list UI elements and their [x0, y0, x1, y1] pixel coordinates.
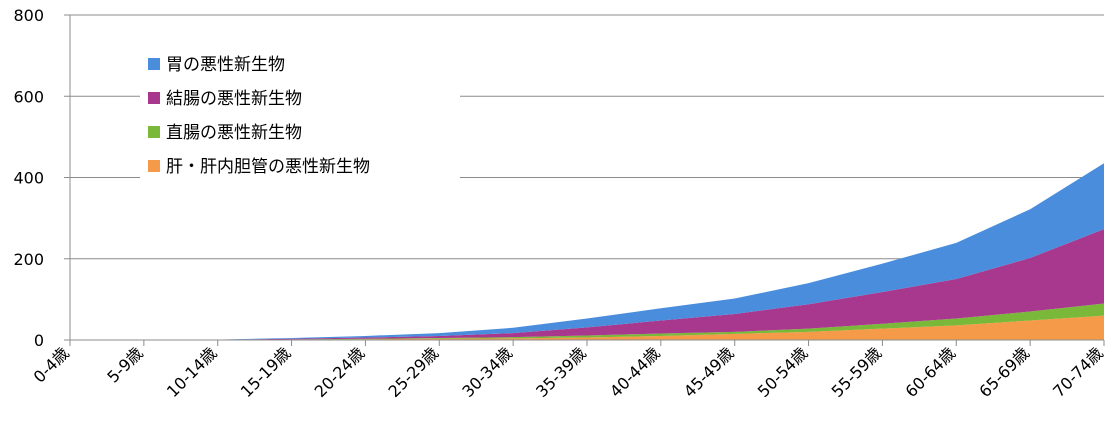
- x-tick-label: 20-24歳: [311, 343, 369, 401]
- x-tick-label: 5-9歳: [103, 343, 146, 386]
- area-series-3: [70, 163, 1104, 340]
- x-tick-label: 65-69歳: [975, 343, 1033, 401]
- legend-swatch: [148, 126, 160, 138]
- axes: [64, 14, 1105, 346]
- y-tick-label: 400: [13, 169, 44, 188]
- legend-label: 胃の悪性新生物: [166, 55, 285, 75]
- legend-label: 結腸の悪性新生物: [166, 89, 302, 109]
- x-tick-label: 45-49歳: [680, 343, 738, 401]
- x-tick-label: 50-54歳: [754, 343, 812, 401]
- y-tick-label: 800: [13, 6, 44, 25]
- area-series-2: [70, 229, 1104, 340]
- legend-label: 肝・肝内胆管の悪性新生物: [166, 157, 370, 177]
- legend-background: [140, 46, 460, 188]
- x-tick-label: 60-64歳: [901, 343, 959, 401]
- x-tick-label: 30-34歳: [458, 343, 516, 401]
- x-tick-label: 10-14歳: [163, 343, 221, 401]
- x-tick-label: 55-59歳: [828, 343, 886, 401]
- legend-swatch: [148, 160, 160, 172]
- x-tick-label: 25-29歳: [384, 343, 442, 401]
- y-tick-label: 0: [34, 331, 44, 350]
- area-series-0: [70, 315, 1104, 340]
- y-tick-label: 600: [13, 87, 44, 106]
- x-tick-label: 35-39歳: [532, 343, 590, 401]
- x-tick-label: 15-19歳: [237, 343, 295, 401]
- legend-swatch: [148, 92, 160, 104]
- y-axis-tick-labels: 0 200 400 600 800: [13, 6, 44, 350]
- x-tick-label: 40-44歳: [606, 343, 664, 401]
- legend-label: 直腸の悪性新生物: [166, 123, 302, 143]
- area-series: [70, 163, 1104, 340]
- y-tick-label: 200: [13, 250, 44, 269]
- x-tick-label: 70-74歳: [1049, 343, 1107, 401]
- x-axis-tick-labels: 0-4歳 5-9歳 10-14歳 15-19歳 20-24歳 25-29歳 30-34歳 35…: [30, 343, 1107, 401]
- legend-swatch: [148, 58, 160, 70]
